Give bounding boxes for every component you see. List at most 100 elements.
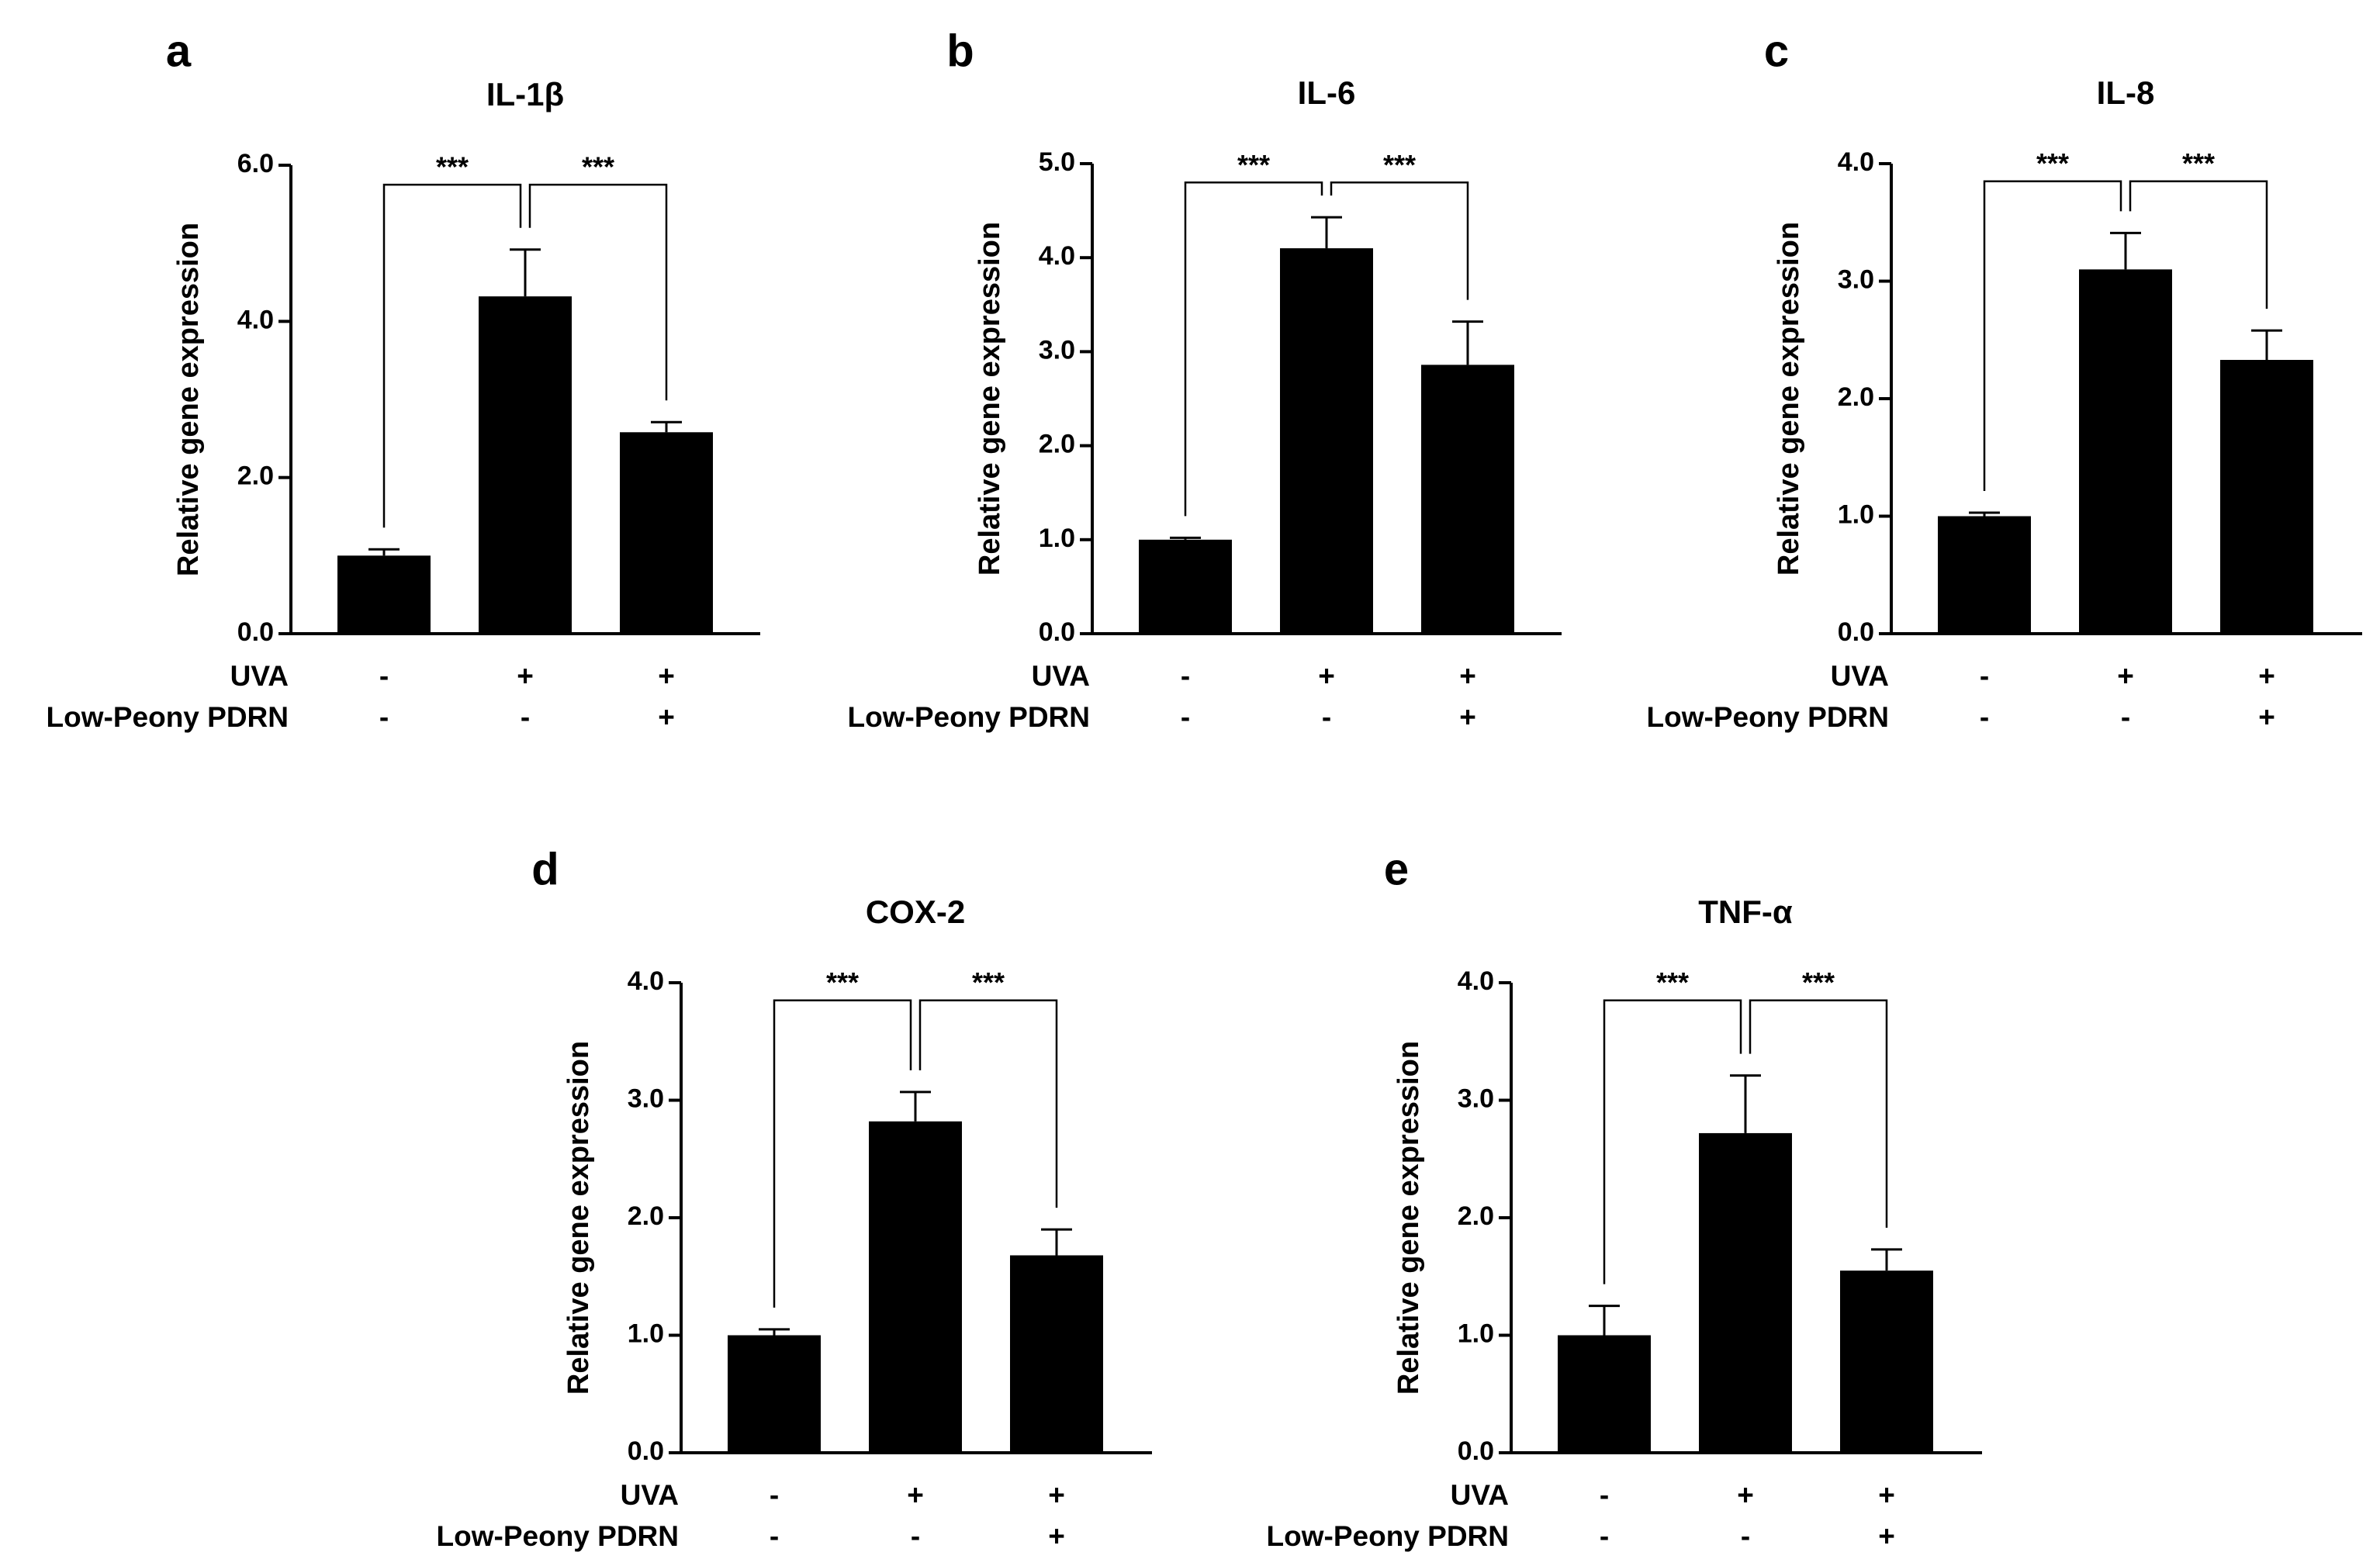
- bar-0: [1938, 516, 2031, 634]
- condition-sign: -: [2121, 701, 2130, 733]
- bar-0: [1139, 539, 1232, 634]
- y-tick-label: 4.0: [237, 305, 274, 334]
- bar-0: [337, 555, 431, 634]
- condition-sign: +: [1048, 1479, 1065, 1511]
- condition-sign: -: [521, 701, 530, 733]
- significance-label: ***: [2182, 147, 2215, 179]
- condition-sign: +: [907, 1479, 924, 1511]
- significance-label: ***: [972, 966, 1005, 998]
- significance-bracket-1: [2129, 180, 2268, 309]
- uva-row-label: UVA: [1032, 660, 1090, 692]
- y-axis-label: Relative gene expression: [1773, 222, 1805, 576]
- uva-row-label: UVA: [621, 1479, 679, 1511]
- y-tick-label: 2.0: [1458, 1201, 1494, 1231]
- condition-sign: -: [1322, 701, 1331, 733]
- condition-sign: -: [379, 660, 389, 692]
- condition-sign: -: [1181, 701, 1190, 733]
- bar-1: [479, 296, 572, 634]
- condition-sign: +: [658, 701, 675, 733]
- condition-sign: +: [2117, 660, 2134, 692]
- y-tick-label: 3.0: [1838, 264, 1874, 294]
- significance-label: ***: [826, 966, 859, 998]
- significance-bracket-1: [918, 999, 1058, 1208]
- y-tick-label: 0.0: [1838, 617, 1874, 647]
- y-tick-label: 1.0: [1458, 1319, 1494, 1348]
- significance-bracket-0: [1603, 999, 1742, 1284]
- y-tick-label: 1.0: [628, 1319, 664, 1348]
- panel-letter: a: [166, 26, 192, 76]
- bar-2: [1840, 1270, 1933, 1453]
- y-tick-label: 2.0: [1838, 382, 1874, 412]
- y-tick-label: 0.0: [237, 617, 274, 647]
- y-axis-label: Relative gene expression: [562, 1041, 595, 1395]
- y-tick-label: 0.0: [1039, 617, 1075, 647]
- chart-title: TNF-α: [1698, 894, 1793, 930]
- significance-bracket-1: [1330, 181, 1469, 300]
- pdrn-row-label: Low-Peony PDRN: [1267, 1520, 1509, 1552]
- chart-title: IL-1β: [486, 76, 564, 112]
- bar-1: [2079, 269, 2172, 634]
- bar-2: [1421, 365, 1514, 634]
- pdrn-row-label: Low-Peony PDRN: [437, 1520, 679, 1552]
- y-tick-label: 2.0: [628, 1201, 664, 1231]
- condition-sign: -: [1980, 660, 1989, 692]
- condition-sign: -: [1181, 660, 1190, 692]
- chart-panel-e: e TNF-α Relative gene expression 0.0 1.0 2.0 3…: [1267, 844, 1982, 1552]
- uva-row-label: UVA: [1831, 660, 1889, 692]
- y-tick-label: 4.0: [1838, 147, 1874, 177]
- significance-bracket-0: [382, 183, 522, 528]
- y-tick-label: 4.0: [628, 966, 664, 996]
- y-axis-label: Relative gene expression: [974, 222, 1006, 576]
- condition-sign: +: [1878, 1520, 1895, 1552]
- panels-group: a IL-1β Relative gene expression 0.0 2.0 4.0 6…: [47, 26, 2362, 1552]
- pdrn-row-label: Low-Peony PDRN: [1647, 701, 1889, 733]
- y-tick-label: 3.0: [1458, 1084, 1494, 1113]
- condition-sign: +: [1318, 660, 1335, 692]
- y-axis-label: Relative gene expression: [1392, 1041, 1425, 1395]
- panel-letter: d: [531, 844, 559, 894]
- condition-sign: -: [1741, 1520, 1750, 1552]
- y-tick-label: 0.0: [628, 1436, 664, 1466]
- condition-sign: +: [658, 660, 675, 692]
- chart-title: COX-2: [866, 894, 965, 930]
- y-tick-label: 1.0: [1838, 500, 1874, 529]
- bar-1: [1699, 1132, 1792, 1453]
- y-tick-label: 2.0: [237, 462, 274, 491]
- panel-letter: e: [1384, 844, 1409, 894]
- significance-bracket-0: [773, 999, 912, 1308]
- condition-sign: +: [1737, 1479, 1754, 1511]
- significance-bracket-1: [528, 183, 668, 401]
- chart-panel-d: d COX-2 Relative gene expression 0.0 1.0 2.0 3…: [437, 844, 1152, 1552]
- y-tick-label: 1.0: [1039, 524, 1075, 553]
- significance-label: ***: [2036, 147, 2069, 179]
- condition-sign: -: [1980, 701, 1989, 733]
- y-tick-label: 0.0: [1458, 1436, 1494, 1466]
- condition-sign: +: [1048, 1520, 1065, 1552]
- condition-sign: -: [1600, 1479, 1609, 1511]
- condition-sign: -: [379, 701, 389, 733]
- y-tick-label: 4.0: [1039, 241, 1075, 271]
- significance-label: ***: [1802, 966, 1835, 998]
- condition-sign: -: [1600, 1520, 1609, 1552]
- significance-bracket-1: [1749, 999, 1888, 1228]
- y-tick-label: 2.0: [1039, 430, 1075, 459]
- condition-sign: +: [2258, 660, 2275, 692]
- condition-sign: -: [911, 1520, 920, 1552]
- uva-row-label: UVA: [1451, 1479, 1509, 1511]
- significance-label: ***: [1656, 966, 1689, 998]
- bar-0: [728, 1335, 821, 1453]
- bar-1: [869, 1121, 962, 1453]
- y-tick-label: 4.0: [1458, 966, 1494, 996]
- panel-letter: c: [1764, 26, 1789, 76]
- significance-label: ***: [1237, 149, 1270, 181]
- uva-row-label: UVA: [230, 660, 289, 692]
- bar-2: [1010, 1255, 1103, 1453]
- chart-title: IL-6: [1298, 74, 1356, 111]
- significance-label: ***: [436, 151, 469, 183]
- significance-bracket-0: [1983, 180, 2122, 491]
- significance-label: ***: [582, 151, 614, 183]
- significance-label: ***: [1383, 149, 1416, 181]
- significance-bracket-0: [1184, 181, 1323, 517]
